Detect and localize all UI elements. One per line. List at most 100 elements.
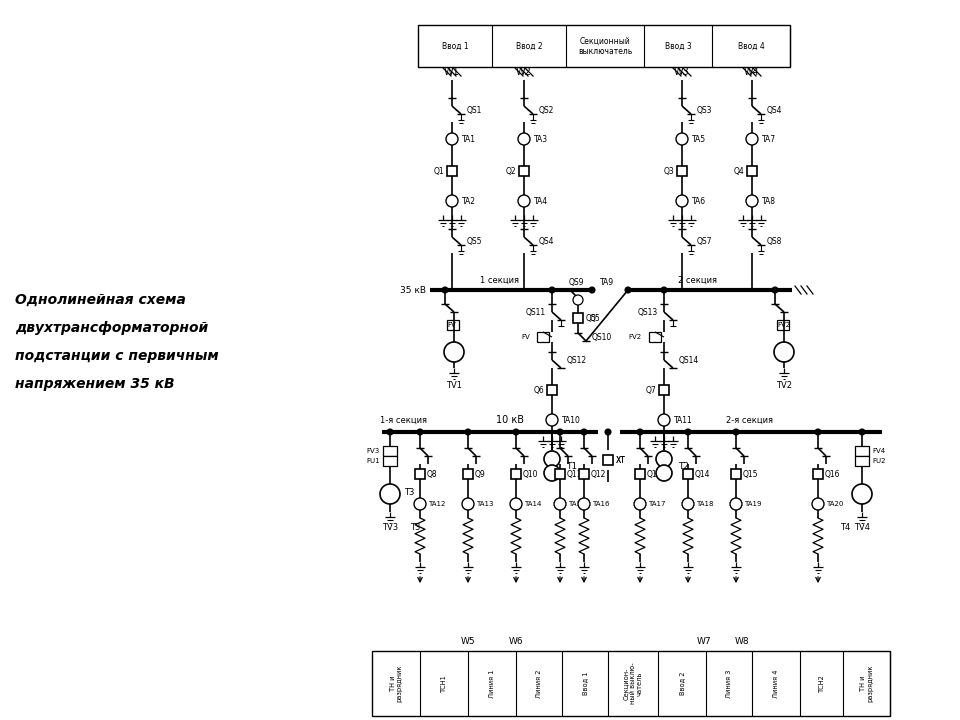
Text: W6: W6 <box>509 636 523 646</box>
Text: QS4: QS4 <box>767 106 782 114</box>
Bar <box>415 469 425 479</box>
Text: TA7: TA7 <box>762 135 776 143</box>
Circle shape <box>746 195 758 207</box>
Text: TA1: TA1 <box>462 135 476 143</box>
Bar <box>555 469 565 479</box>
Text: QS12: QS12 <box>567 356 588 364</box>
Text: Секцион-
ный выклю-
чатель: Секцион- ный выклю- чатель <box>623 662 643 704</box>
Text: Q15: Q15 <box>743 469 758 479</box>
Text: Ввод 2: Ввод 2 <box>516 42 542 50</box>
Text: Q12: Q12 <box>591 469 607 479</box>
Circle shape <box>554 498 566 510</box>
Text: TA3: TA3 <box>534 135 548 143</box>
Bar <box>519 166 529 176</box>
Text: Ввод 1: Ввод 1 <box>582 672 588 696</box>
Text: QS5: QS5 <box>467 236 483 246</box>
Bar <box>579 469 589 479</box>
Circle shape <box>634 498 646 510</box>
Text: TA13: TA13 <box>476 501 493 507</box>
Bar <box>635 469 645 479</box>
Bar <box>573 313 583 323</box>
Bar <box>813 469 823 479</box>
Text: FV2: FV2 <box>629 334 642 340</box>
Text: W7: W7 <box>697 636 711 646</box>
Circle shape <box>518 133 530 145</box>
Text: W3: W3 <box>674 67 690 77</box>
Circle shape <box>625 287 631 293</box>
Circle shape <box>544 451 560 467</box>
Text: Линия 4: Линия 4 <box>773 670 779 698</box>
Text: ТН и
разрядник: ТН и разрядник <box>390 665 402 702</box>
Circle shape <box>852 484 872 504</box>
Circle shape <box>812 498 824 510</box>
Text: FV: FV <box>521 334 530 340</box>
Text: двухтрансформаторной: двухтрансформаторной <box>15 321 208 335</box>
Bar <box>547 385 557 395</box>
Text: QS4: QS4 <box>539 236 555 246</box>
Text: Q13: Q13 <box>647 469 662 479</box>
Text: FV3: FV3 <box>367 448 380 454</box>
Bar <box>747 166 757 176</box>
Bar <box>855 446 869 456</box>
Text: QS1: QS1 <box>467 106 482 114</box>
Circle shape <box>605 429 611 435</box>
Text: Q4: Q4 <box>733 166 744 176</box>
Circle shape <box>546 414 558 426</box>
Text: Линия 1: Линия 1 <box>489 670 495 698</box>
Text: 2-я секция: 2-я секция <box>727 415 774 425</box>
Circle shape <box>772 287 778 293</box>
Text: TA12: TA12 <box>428 501 445 507</box>
Text: XT: XT <box>616 456 626 464</box>
Text: 35 кВ: 35 кВ <box>400 286 426 294</box>
Text: QS8: QS8 <box>767 236 782 246</box>
Circle shape <box>417 429 423 435</box>
Text: 1-я секция: 1-я секция <box>380 415 427 425</box>
Circle shape <box>774 342 794 362</box>
Circle shape <box>446 195 458 207</box>
Circle shape <box>859 429 865 435</box>
Bar <box>683 469 693 479</box>
Text: TA5: TA5 <box>692 135 707 143</box>
Text: Q8: Q8 <box>427 469 438 479</box>
Text: TV4: TV4 <box>854 523 870 533</box>
Text: FV2: FV2 <box>777 322 790 328</box>
Bar <box>731 469 741 479</box>
Text: Q10: Q10 <box>523 469 539 479</box>
Circle shape <box>685 429 691 435</box>
Circle shape <box>444 342 464 362</box>
Circle shape <box>676 133 688 145</box>
Text: TA8: TA8 <box>762 197 776 205</box>
Text: Q11: Q11 <box>567 469 583 479</box>
Text: QS11: QS11 <box>526 307 546 317</box>
Circle shape <box>387 429 393 435</box>
Text: Q3: Q3 <box>663 166 674 176</box>
Text: ТСН2: ТСН2 <box>819 675 825 693</box>
Text: 10 кВ: 10 кВ <box>496 415 524 425</box>
Circle shape <box>557 429 563 435</box>
Text: W5: W5 <box>461 636 475 646</box>
Circle shape <box>656 465 672 481</box>
Bar <box>603 455 613 465</box>
Text: ТСН1: ТСН1 <box>441 675 447 693</box>
Circle shape <box>510 498 522 510</box>
Text: T2: T2 <box>678 462 689 470</box>
Text: Линия 2: Линия 2 <box>536 670 542 698</box>
Text: QS7: QS7 <box>697 236 712 246</box>
Bar <box>511 469 521 479</box>
Text: Q9: Q9 <box>475 469 486 479</box>
Text: QS13: QS13 <box>637 307 659 317</box>
Text: FV: FV <box>447 322 456 328</box>
Text: Ввод 3: Ввод 3 <box>664 42 691 50</box>
Text: FU2: FU2 <box>872 458 885 464</box>
Circle shape <box>462 498 474 510</box>
Text: W1: W1 <box>444 67 460 77</box>
Text: TA18: TA18 <box>696 501 713 507</box>
Bar <box>677 166 687 176</box>
Text: TV3: TV3 <box>382 523 398 533</box>
Circle shape <box>581 429 587 435</box>
Circle shape <box>676 195 688 207</box>
Text: TA11: TA11 <box>674 415 693 425</box>
Circle shape <box>446 133 458 145</box>
Text: Q16: Q16 <box>825 469 841 479</box>
Text: TA14: TA14 <box>524 501 541 507</box>
